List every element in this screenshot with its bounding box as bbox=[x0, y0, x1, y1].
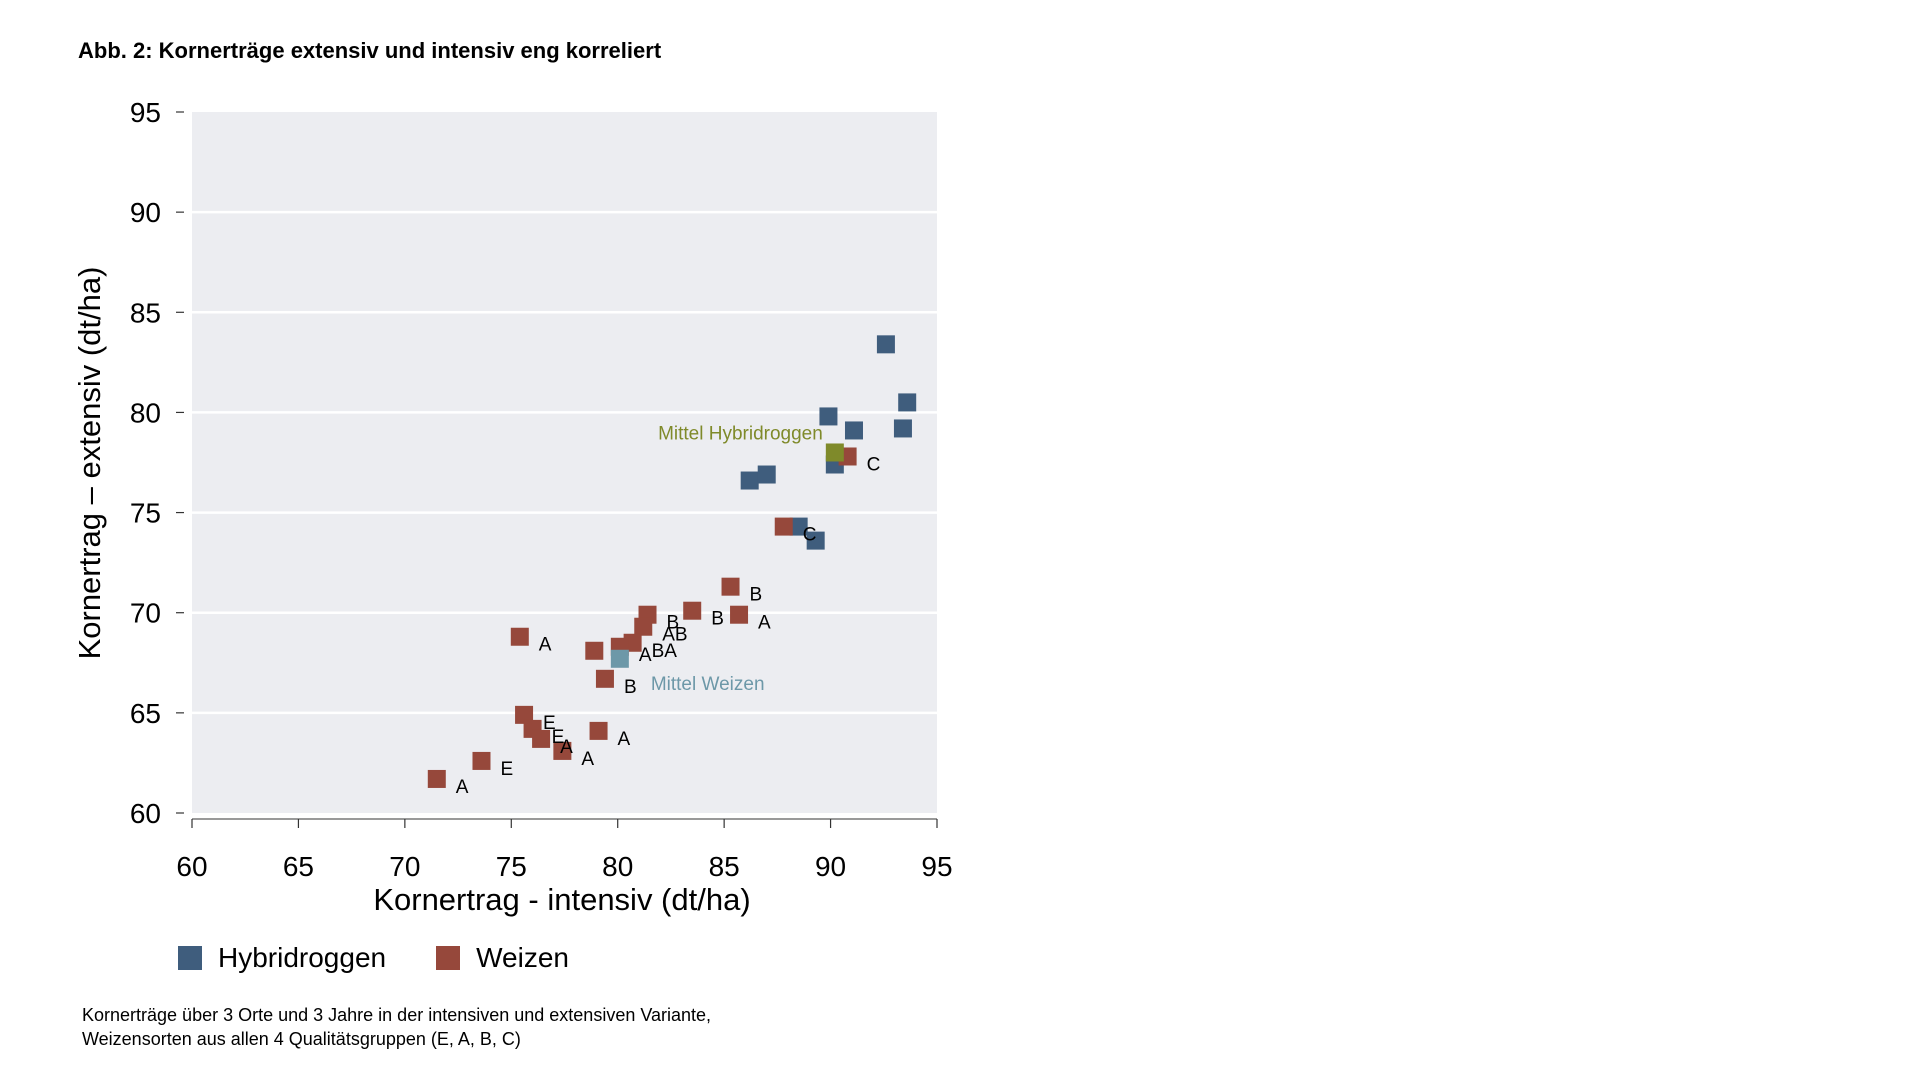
point-hybridroggen-4 bbox=[893, 419, 912, 438]
mean-point-1 bbox=[610, 649, 629, 668]
mean-label-1: Mittel Weizen bbox=[651, 674, 765, 695]
point-weizen-6 bbox=[634, 617, 653, 636]
y-tick-label-80: 80 bbox=[130, 397, 161, 428]
legend-item-weizen: Weizen bbox=[436, 942, 569, 974]
point-label-weizen-1: C bbox=[803, 525, 817, 546]
point-label-weizen-4: B bbox=[711, 609, 724, 630]
y-tick-label-60: 60 bbox=[130, 798, 161, 829]
point-label-weizen-13: E bbox=[552, 727, 565, 748]
y-axis-title: Kornertrag – extensiv (dt/ha) bbox=[72, 267, 107, 660]
grid-lines bbox=[192, 210, 937, 715]
legend-label-hybridroggen: Hybridroggen bbox=[218, 942, 387, 973]
point-label-weizen-7: BA bbox=[652, 641, 678, 662]
legend-swatch-weizen bbox=[436, 946, 461, 970]
point-weizen-3 bbox=[730, 605, 749, 624]
point-weizen-1 bbox=[774, 517, 793, 536]
x-tick-label-90: 90 bbox=[815, 851, 846, 882]
y-tick-label-65: 65 bbox=[130, 698, 161, 729]
ticks: 60 65 70 75 80 85 90 95 60 65 70 75 80 85 90 95 bbox=[130, 97, 953, 882]
point-label-weizen-0: C bbox=[867, 454, 881, 475]
footnote-line-2: Weizensorten aus allen 4 Qualitätsgruppe… bbox=[82, 1029, 521, 1049]
point-hybridroggen-1 bbox=[898, 393, 917, 412]
mean-label-0: Mittel Hybridroggen bbox=[658, 423, 823, 444]
point-weizen-4 bbox=[683, 601, 702, 620]
point-label-weizen-12: E bbox=[543, 713, 556, 734]
point-label-weizen-11: A bbox=[539, 635, 552, 656]
point-label-weizen-10: B bbox=[624, 677, 637, 698]
mean-point-0 bbox=[825, 443, 844, 462]
y-tick-label-75: 75 bbox=[130, 498, 161, 529]
point-weizen-17 bbox=[472, 751, 491, 770]
point-weizen-18 bbox=[427, 769, 446, 788]
y-tick-label-70: 70 bbox=[130, 598, 161, 629]
x-axis-title: Kornertrag - intensiv (dt/ha) bbox=[373, 882, 750, 917]
x-tick-label-75: 75 bbox=[496, 851, 527, 882]
point-weizen-10 bbox=[595, 669, 614, 688]
point-label-weizen-3: A bbox=[758, 613, 771, 634]
point-label-weizen-5: B bbox=[667, 613, 680, 634]
point-hybridroggen-3 bbox=[844, 421, 863, 440]
point-label-weizen-15: A bbox=[581, 749, 594, 770]
point-hybridroggen-0 bbox=[876, 335, 895, 354]
y-tick-label-90: 90 bbox=[130, 197, 161, 228]
data-points bbox=[427, 335, 917, 788]
x-tick-label-85: 85 bbox=[709, 851, 740, 882]
point-weizen-11 bbox=[510, 627, 529, 646]
plot-background bbox=[192, 112, 937, 813]
legend-label-weizen: Weizen bbox=[476, 942, 569, 973]
y-tick-label-95: 95 bbox=[130, 97, 161, 128]
point-label-weizen-18: A bbox=[456, 777, 469, 798]
point-weizen-9 bbox=[585, 641, 604, 660]
legend-swatch-hybridroggen bbox=[178, 946, 202, 970]
x-tick-label-95: 95 bbox=[921, 851, 952, 882]
footnote: Kornerträge über 3 Orte und 3 Jahre in d… bbox=[82, 1003, 711, 1051]
point-hybridroggen-2 bbox=[819, 407, 838, 426]
point-hybridroggen-9 bbox=[806, 531, 825, 550]
point-weizen-12 bbox=[515, 705, 534, 724]
point-label-weizen-17: E bbox=[500, 759, 513, 780]
point-weizen-14 bbox=[532, 729, 551, 748]
footnote-line-1: Kornerträge über 3 Orte und 3 Jahre in d… bbox=[82, 1005, 712, 1025]
point-hybridroggen-8 bbox=[789, 517, 808, 536]
y-tick-label-85: 85 bbox=[130, 297, 161, 328]
chart-title: Abb. 2: Kornerträge extensiv und intensi… bbox=[78, 38, 662, 63]
x-tick-label-80: 80 bbox=[602, 851, 633, 882]
x-tick-label-70: 70 bbox=[389, 851, 420, 882]
legend-item-hybridroggen: Hybridroggen bbox=[178, 942, 386, 974]
axes bbox=[192, 818, 937, 820]
point-label-weizen-16: A bbox=[618, 729, 631, 750]
point-weizen-2 bbox=[721, 577, 740, 596]
point-weizen-15 bbox=[553, 741, 572, 760]
point-label-weizen-2: B bbox=[750, 585, 763, 606]
legend: Hybridroggen Weizen bbox=[178, 940, 619, 976]
point-label-weizen-8: A bbox=[639, 645, 652, 666]
x-tick-label-60: 60 bbox=[176, 851, 207, 882]
point-hybridroggen-6 bbox=[740, 471, 759, 490]
point-hybridroggen-7 bbox=[757, 465, 776, 484]
point-weizen-16 bbox=[589, 721, 608, 740]
point-label-weizen-14: A bbox=[560, 737, 573, 758]
x-tick-label-65: 65 bbox=[283, 851, 314, 882]
point-label-weizen-6: AB bbox=[662, 625, 687, 646]
